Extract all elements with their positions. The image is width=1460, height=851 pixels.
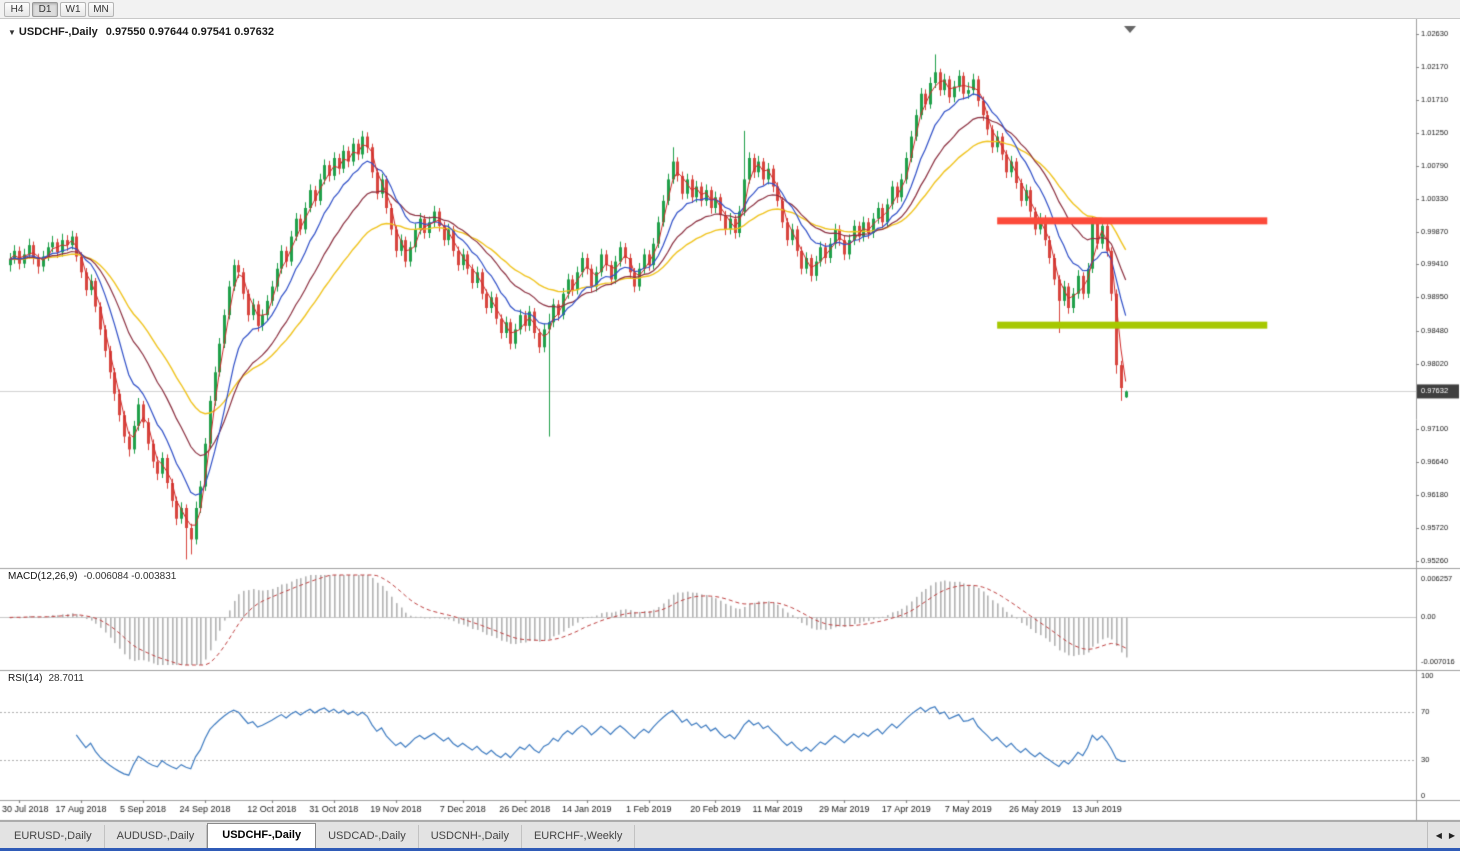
tab-scroll-left-button[interactable]: ◀ [1435,830,1442,840]
timeframe-button-d1[interactable]: D1 [32,1,58,17]
chart-tab-usdcnh-daily[interactable]: USDCNH-,Daily [419,825,522,848]
timeframe-toolbar: H4 D1 W1 MN [0,0,1460,19]
tab-scroll-controls: ◀ ▶ [1426,822,1457,848]
bottom-strip [0,848,1460,851]
chart-tab-eurusd-daily[interactable]: EURUSD-,Daily [2,825,105,848]
chart-tab-eurchf-weekly[interactable]: EURCHF-,Weekly [522,825,636,848]
chart-area: ▼ USDCHF-,Daily 0.97550 0.97644 0.97541 0.… [0,19,1460,821]
chart-tabs: EURUSD-,Daily AUDUSD-,Daily USDCHF-,Daily U… [0,822,636,848]
timeframe-button-mn[interactable]: MN [88,1,114,17]
chart-tab-audusd-daily[interactable]: AUDUSD-,Daily [105,825,208,848]
tab-scroll-right-button[interactable]: ▶ [1448,830,1455,840]
chart-tabs-bar: EURUSD-,Daily AUDUSD-,Daily USDCHF-,Daily U… [0,821,1460,848]
chart-tab-usdcad-daily[interactable]: USDCAD-,Daily [316,825,419,848]
timeframe-button-w1[interactable]: W1 [60,1,86,17]
chart-canvas[interactable] [0,19,1460,821]
timeframe-button-h4[interactable]: H4 [4,1,30,17]
chart-tab-usdchf-daily[interactable]: USDCHF-,Daily [207,823,317,848]
